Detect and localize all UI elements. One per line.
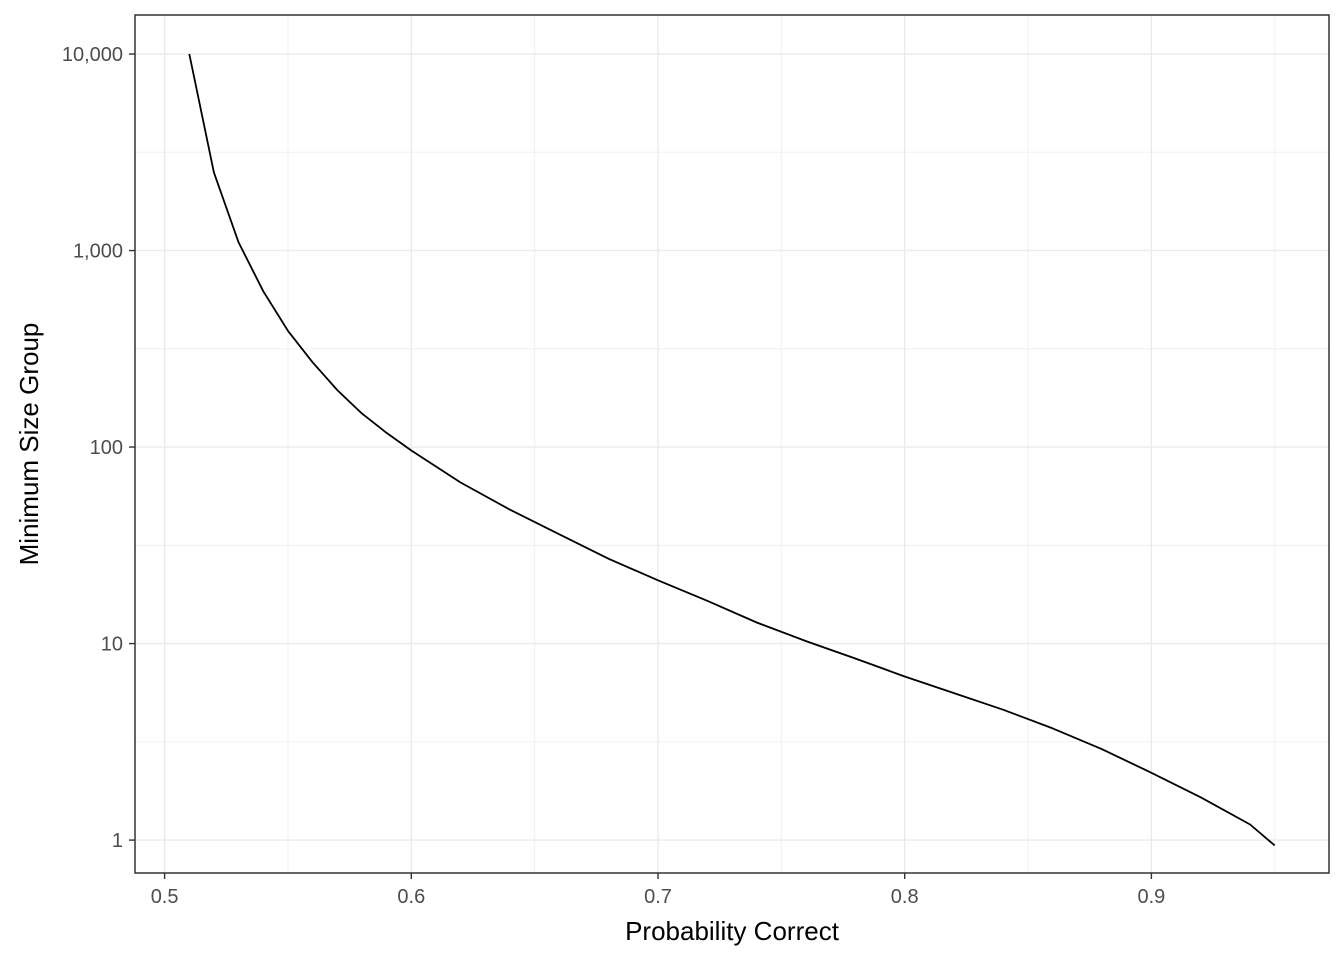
series-line — [188, 53, 1276, 847]
minor-grid — [135, 15, 1329, 873]
y-tick-label: 1,000 — [73, 241, 123, 263]
x-tick-label: 0.9 — [1137, 886, 1165, 908]
x-axis-title: Probability Correct — [625, 916, 840, 946]
y-tick-label: 1 — [112, 830, 123, 852]
x-tick-label: 0.8 — [891, 886, 919, 908]
x-axis: 0.5 0.6 0.7 0.8 0.9 — [151, 873, 1165, 908]
series-layer — [188, 53, 1276, 847]
y-tick-label: 100 — [90, 437, 123, 459]
y-tick-label: 10,000 — [62, 44, 123, 66]
y-tick-label: 10 — [101, 634, 123, 656]
y-axis-title: Minimum Size Group — [14, 323, 44, 566]
x-tick-label: 0.7 — [644, 886, 672, 908]
x-tick-label: 0.6 — [397, 886, 425, 908]
y-axis: 1 10 100 1,000 10,000 — [62, 44, 135, 852]
panel-border — [134, 14, 1330, 874]
major-grid — [135, 15, 1329, 873]
x-tick-label: 0.5 — [151, 886, 179, 908]
